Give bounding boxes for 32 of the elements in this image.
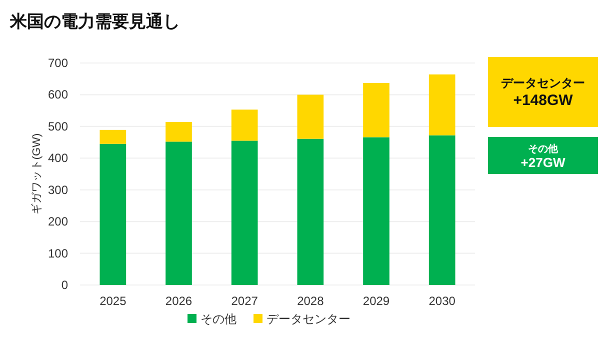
x-tick-label: 2029 <box>362 294 390 308</box>
y-tick-label: 100 <box>48 246 68 260</box>
bar <box>166 142 192 285</box>
y-tick-label: 600 <box>48 88 68 102</box>
x-tick-label: 2026 <box>165 294 192 308</box>
bar <box>100 144 126 285</box>
legend-label: データセンター <box>266 312 350 326</box>
bar <box>297 94 324 139</box>
y-tick-label: 300 <box>48 182 68 197</box>
chart-title: 米国の電力需要見通し <box>9 12 180 31</box>
y-axis-title: ギガワット(GW) <box>31 133 43 215</box>
y-tick-label: 400 <box>48 151 68 166</box>
bar <box>231 110 258 141</box>
bar <box>166 122 192 142</box>
bar <box>231 140 258 285</box>
y-tick-label: 700 <box>48 56 68 70</box>
y-tick-label: 500 <box>48 119 68 134</box>
bar <box>363 137 390 285</box>
bar <box>363 82 390 138</box>
legend-label: その他 <box>200 312 236 326</box>
text: その他 +27GW <box>520 143 566 170</box>
x-tick-label: 2025 <box>100 294 127 308</box>
x-tick-label: 2027 <box>231 294 258 308</box>
bar <box>428 74 456 136</box>
x-tick-label: 2028 <box>297 294 324 308</box>
text: データセンター +148GW <box>501 76 585 109</box>
x-tick-label: 2030 <box>428 294 456 308</box>
bar <box>428 135 456 285</box>
y-tick-label: 0 <box>61 278 68 292</box>
y-tick-label: 200 <box>48 214 68 229</box>
bar <box>100 130 126 144</box>
bar <box>297 138 324 285</box>
